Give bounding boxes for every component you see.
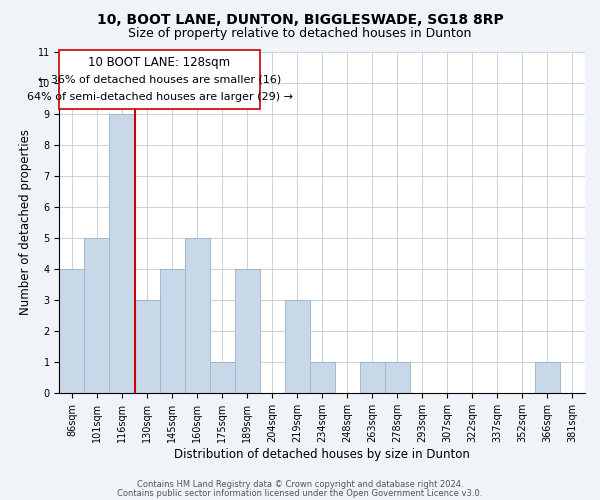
Text: Size of property relative to detached houses in Dunton: Size of property relative to detached ho… bbox=[128, 28, 472, 40]
Bar bbox=[310, 362, 335, 394]
Bar bbox=[185, 238, 209, 394]
Text: 10, BOOT LANE, DUNTON, BIGGLESWADE, SG18 8RP: 10, BOOT LANE, DUNTON, BIGGLESWADE, SG18… bbox=[97, 12, 503, 26]
Bar bbox=[134, 300, 160, 394]
FancyBboxPatch shape bbox=[59, 50, 260, 109]
Bar bbox=[209, 362, 235, 394]
Bar bbox=[59, 269, 85, 394]
Text: Contains HM Land Registry data © Crown copyright and database right 2024.: Contains HM Land Registry data © Crown c… bbox=[137, 480, 463, 489]
Text: 10 BOOT LANE: 128sqm: 10 BOOT LANE: 128sqm bbox=[88, 56, 230, 69]
Y-axis label: Number of detached properties: Number of detached properties bbox=[19, 130, 32, 316]
Bar bbox=[160, 269, 185, 394]
Text: ← 36% of detached houses are smaller (16): ← 36% of detached houses are smaller (16… bbox=[38, 74, 281, 85]
Text: Contains public sector information licensed under the Open Government Licence v3: Contains public sector information licen… bbox=[118, 488, 482, 498]
Bar bbox=[360, 362, 385, 394]
Bar bbox=[109, 114, 134, 394]
Bar bbox=[235, 269, 260, 394]
Bar bbox=[85, 238, 109, 394]
Bar bbox=[284, 300, 310, 394]
Bar bbox=[385, 362, 410, 394]
Bar bbox=[535, 362, 560, 394]
X-axis label: Distribution of detached houses by size in Dunton: Distribution of detached houses by size … bbox=[174, 448, 470, 461]
Text: 64% of semi-detached houses are larger (29) →: 64% of semi-detached houses are larger (… bbox=[26, 92, 293, 102]
